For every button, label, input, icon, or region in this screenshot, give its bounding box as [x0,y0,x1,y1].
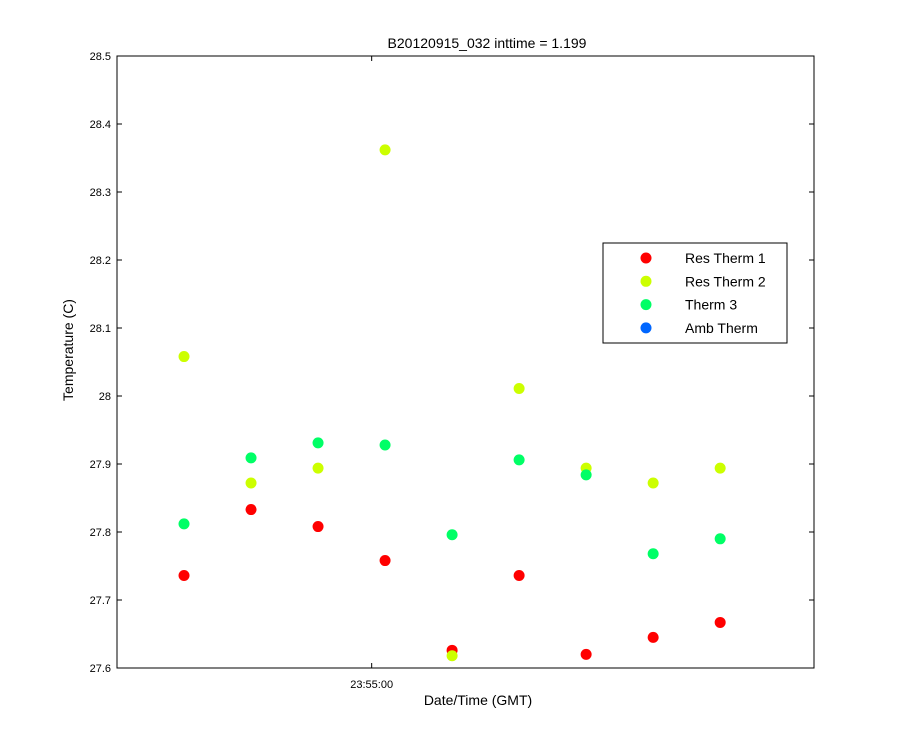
point-res-therm-1 [714,616,726,628]
x-axis-title: Date/Time (GMT) [424,692,532,708]
y-tick-label: 28.2 [90,255,111,267]
y-tick-label: 28.4 [90,119,111,131]
data-points [178,144,726,662]
y-tick-label: 28.1 [90,323,111,335]
legend-label-therm-3: Therm 3 [685,297,737,313]
point-res-therm-1 [312,521,324,533]
point-therm-3 [580,469,592,481]
point-res-therm-2 [513,383,525,395]
point-res-therm-2 [312,462,324,474]
point-therm-3 [312,437,324,449]
y-axis-title: Temperature (C) [60,299,76,401]
point-res-therm-2 [379,144,391,156]
y-tick-label: 28 [99,391,111,403]
point-res-therm-2 [714,462,726,474]
x-tick-label: 23:55:00 [350,679,393,691]
point-therm-3 [446,529,458,541]
point-therm-3 [379,439,391,451]
legend-label-res-therm-1: Res Therm 1 [685,250,766,266]
x-axis: 23:55:00 [350,56,393,691]
point-res-therm-1 [379,555,391,567]
legend-box [602,242,788,344]
y-tick-label: 28.3 [90,187,111,199]
point-res-therm-2 [446,650,458,662]
point-res-therm-2 [178,351,190,363]
point-res-therm-2 [647,477,659,489]
point-res-therm-1 [178,570,190,582]
point-therm-3 [245,452,257,464]
y-tick-label: 27.7 [90,595,111,607]
legend-marker-res-therm-1 [640,252,652,264]
legend-label-res-therm-2: Res Therm 2 [685,273,766,289]
legend-marker-res-therm-2 [640,275,652,287]
point-res-therm-1 [513,570,525,582]
legend-marker-amb-therm [640,322,652,334]
y-tick-label: 27.9 [90,459,111,471]
point-therm-3 [178,518,190,530]
point-res-therm-1 [580,648,592,660]
legend: Res Therm 1 Res Therm 2 Therm 3 Amb Therm [602,242,788,344]
y-tick-label: 27.8 [90,527,111,539]
point-res-therm-2 [245,477,257,489]
y-tick-label: 28.5 [90,51,111,63]
legend-marker-therm-3 [640,299,652,311]
plot-area [116,55,815,669]
point-therm-3 [513,454,525,466]
y-tick-label: 27.6 [90,663,111,675]
point-therm-3 [714,533,726,545]
legend-label-amb-therm: Amb Therm [685,320,758,336]
y-axis: 27.6 27.7 27.8 27.9 28 28.1 28.2 28.3 28.4 28.5 [90,51,814,675]
chart-title: B20120915_032 inttime = 1.199 [388,35,587,51]
point-res-therm-1 [647,631,659,643]
point-res-therm-1 [245,504,257,516]
point-therm-3 [647,548,659,560]
